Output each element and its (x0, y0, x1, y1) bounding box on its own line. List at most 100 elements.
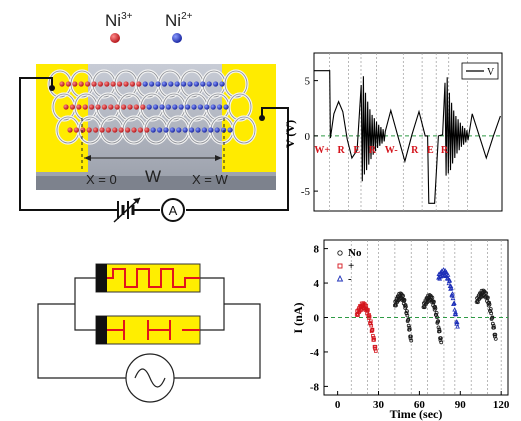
ni2-ion (157, 127, 163, 133)
current-y-tick-label: -8 (310, 381, 320, 393)
bottom-element-terminal (96, 316, 107, 344)
current-data-point (452, 307, 458, 312)
ni2-ion (214, 127, 220, 133)
current-data-point (487, 302, 492, 307)
ni2-ion (149, 81, 155, 87)
ni2-ion (201, 127, 207, 133)
current-data-point (373, 344, 378, 349)
current-data-point (437, 329, 442, 334)
voltage-segment-label: E (353, 145, 360, 156)
helix-coil-outline (232, 116, 256, 144)
current-data-point (369, 323, 374, 328)
current-data-point (450, 291, 455, 296)
ni3-ion (144, 127, 150, 133)
ni2-ion (153, 104, 159, 110)
current-data-point (485, 295, 490, 300)
ni3-ion (133, 104, 139, 110)
equivalent-circuit (37, 263, 261, 403)
current-y-tick-label: 4 (314, 278, 320, 290)
ni2-ion (142, 81, 148, 87)
current-x-tick-label: 0 (335, 399, 341, 411)
ni2-ion (206, 81, 212, 87)
current-data-point (430, 295, 435, 300)
ni3-ion (125, 127, 131, 133)
ni2-ion (163, 127, 169, 133)
voltage-legend-label: V (487, 67, 495, 78)
current-data-point (364, 303, 369, 308)
voltage-y-tick-label: 5 (305, 76, 311, 88)
current-data-point (431, 299, 436, 304)
voltage-y-tick-label: 0 (305, 131, 311, 143)
current-data-point (408, 334, 413, 339)
ni3-ion (129, 81, 135, 87)
current-data-point (488, 309, 493, 314)
current-data-point (405, 309, 409, 314)
ni2-ion (189, 127, 195, 133)
voltage-y-ticks: 5 0 -5 (301, 76, 318, 198)
current-data-point (406, 323, 411, 328)
voltage-segment-labels: W+ R E R W- R E R (314, 145, 448, 156)
ni2-ion-marker (172, 33, 182, 43)
ni3-ion (76, 104, 82, 110)
ion-legend-ni2: Ni2+ (165, 11, 193, 30)
current-data-point (407, 325, 412, 330)
ion-charge: 2+ (181, 11, 193, 22)
current-data-point (449, 293, 455, 298)
current-x-tick-label: 60 (414, 399, 426, 411)
x-end-label: X = W (192, 172, 228, 187)
ni3-ion (101, 104, 107, 110)
voltage-segment-label: W- (385, 145, 398, 156)
voltage-plot-frame (313, 52, 503, 212)
current-legend-label: No (348, 247, 362, 259)
ni3-ion (123, 81, 129, 87)
ni2-ion (150, 127, 156, 133)
current-data-point (405, 313, 410, 318)
ni3-ion (78, 81, 84, 87)
current-data-point (422, 305, 427, 310)
current-data-point (433, 304, 437, 309)
ni3-ion (137, 127, 143, 133)
parallel-branch-wire-right (200, 277, 225, 331)
ni3-ion (97, 81, 103, 87)
current-chart: -8 -4 0 4 8 0 30 60 90 120 No+- I (nA) Time (sec) (291, 239, 510, 421)
ni3-ion (65, 81, 71, 87)
ni3-ion (110, 81, 116, 87)
current-data-point (442, 267, 448, 273)
ni2-ion (227, 127, 233, 133)
voltage-segment-label: R (411, 145, 419, 156)
current-data-point (406, 317, 411, 322)
voltage-y-axis-label: V (V) (283, 120, 297, 148)
ni3-ion (140, 104, 146, 110)
ni2-ion (187, 81, 193, 87)
ni2-ion (176, 127, 182, 133)
ni2-ion (213, 81, 219, 87)
ni3-ion (112, 127, 118, 133)
ion-chains (59, 81, 233, 133)
current-data-point (490, 321, 495, 326)
voltage-legend: V (461, 62, 499, 80)
current-data-point (366, 308, 370, 312)
current-data-point (493, 336, 498, 341)
ni3-ion (114, 104, 120, 110)
ni2-ion (178, 104, 184, 110)
current-data-point (370, 327, 375, 332)
current-data-point (437, 276, 443, 281)
ni3-ion (108, 104, 114, 110)
current-data-point (488, 307, 493, 311)
current-data-point (447, 277, 453, 283)
ni3-ion (89, 104, 95, 110)
substrate-edge (36, 176, 276, 190)
voltage-series-line (314, 70, 501, 204)
ni3-ion (105, 127, 111, 133)
ni2-ion (217, 104, 223, 110)
ni3-ion (118, 127, 124, 133)
top-element-terminal (96, 264, 107, 292)
current-data-point (490, 315, 495, 320)
ni2-ion (169, 127, 175, 133)
right-contact (186, 107, 289, 211)
voltage-segment-label: R (337, 145, 345, 156)
x-start-label: X = 0 (86, 172, 117, 187)
ni2-ion (181, 81, 187, 87)
voltage-segment-label: R (369, 145, 377, 156)
ni2-ion (155, 81, 161, 87)
